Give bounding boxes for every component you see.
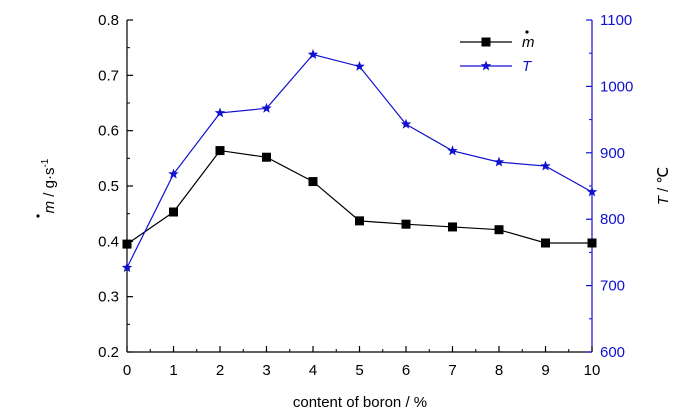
series-m-point <box>587 238 597 248</box>
legend-m-marker <box>481 37 491 47</box>
series-T-point <box>354 60 365 71</box>
legend-m-label: m <box>522 34 535 51</box>
x-tick-label: 6 <box>402 362 410 379</box>
x-tick-label: 10 <box>584 362 601 379</box>
x-tick-label: 9 <box>541 362 549 379</box>
y-right-label-symbol: T <box>655 194 672 205</box>
x-tick-label: 0 <box>123 362 131 379</box>
series-m-point <box>355 216 364 226</box>
y-right-label-unit: / ℃ <box>655 167 672 196</box>
series-m-point <box>215 146 225 156</box>
y-right-ticks: 600 700 800 900 1000 1100 <box>586 12 633 361</box>
y-right-tick-label: 600 <box>600 344 625 361</box>
y-left-tick-label: 0.7 <box>98 67 119 84</box>
series-T-point <box>168 168 179 179</box>
svg-text:m / g·s-1: m / g·s-1 <box>40 158 58 213</box>
y-right-axis-label: T / ℃ <box>655 167 672 206</box>
series-T-point <box>540 160 551 171</box>
x-tick-label: 3 <box>262 362 270 379</box>
legend-t-label: T <box>522 58 533 75</box>
y-left-label-unit: / g·s <box>41 168 58 201</box>
series-m-point <box>401 219 411 229</box>
y-left-label-sup: -1 <box>40 158 51 167</box>
y-left-tick-label: 0.6 <box>98 123 119 140</box>
y-left-tick-label: 0.3 <box>98 289 119 306</box>
series-T-point <box>447 145 458 156</box>
y-right-tick-label: 1100 <box>600 12 632 29</box>
series-T-point <box>121 262 133 273</box>
y-left-label-symbol: m <box>41 201 58 214</box>
y-left-tick-label: 0.4 <box>98 233 119 250</box>
series-T-point <box>586 186 598 197</box>
y-right-tick-label: 1000 <box>600 78 633 95</box>
series-m-point <box>448 222 457 232</box>
y-left-tick-label: 0.5 <box>98 178 119 195</box>
x-tick-label: 8 <box>495 362 503 379</box>
x-tick-label: 7 <box>448 362 456 379</box>
y-right-tick-label: 900 <box>600 145 625 162</box>
series-m-point <box>169 207 178 217</box>
x-tick-label: 1 <box>169 362 177 379</box>
series-m-point <box>262 152 271 162</box>
series-T-point <box>307 49 319 59</box>
y-left-tick-label: 0.8 <box>98 12 119 29</box>
y-right-tick-label: 800 <box>600 211 625 228</box>
x-ticks: 0 1 2 3 4 5 6 7 8 9 10 <box>123 346 601 379</box>
legend-m-dot <box>525 30 529 34</box>
y-left-label-dot <box>36 214 40 218</box>
x-tick-label: 5 <box>355 362 363 379</box>
series-T-point <box>400 118 412 129</box>
series-T-point <box>214 107 226 118</box>
series-layer <box>121 49 598 273</box>
series-m-point <box>494 225 504 235</box>
series-m-point <box>541 238 550 248</box>
series-m-point <box>308 177 318 187</box>
y-left-tick-label: 0.2 <box>98 344 119 361</box>
x-tick-label: 4 <box>309 362 317 379</box>
series-T-line <box>126 53 593 268</box>
legend-t-marker <box>480 60 492 71</box>
y-left-axis-label: m / g·s-1 <box>36 158 58 218</box>
x-tick-label: 2 <box>216 362 224 379</box>
y-left-ticks: 0.2 0.3 0.4 0.5 0.6 0.7 0.8 <box>98 12 133 361</box>
x-axis-label: content of boron / % <box>293 394 427 411</box>
legend: m T <box>460 30 535 75</box>
legend-star-shape <box>480 60 492 71</box>
series-T-point <box>493 156 505 167</box>
series-m-point <box>122 239 132 249</box>
y-right-tick-label: 700 <box>600 278 625 295</box>
svg-text:T / ℃: T / ℃ <box>655 167 672 206</box>
series-T-point <box>261 102 272 113</box>
